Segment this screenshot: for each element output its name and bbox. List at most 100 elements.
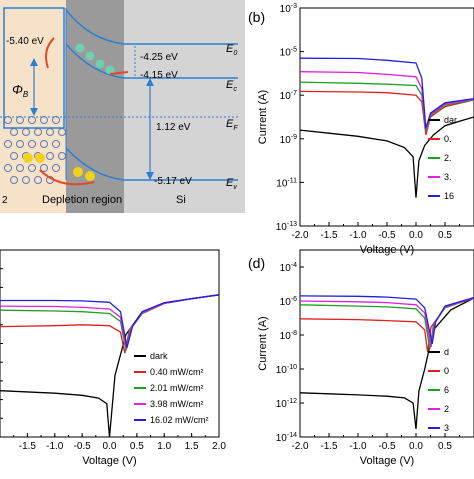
legend-entry: 6	[444, 385, 449, 395]
y-axis-label: Current (A)	[257, 90, 269, 144]
legend: dar 0. 2. 3. 16	[428, 115, 457, 201]
x-tick-label: 1.5	[185, 441, 199, 452]
electron-arrow	[109, 71, 129, 75]
ev-bend	[65, 147, 125, 181]
hole-arrow	[39, 169, 95, 186]
legend-entry: dark	[150, 351, 168, 361]
gap-label: 1.12 eV	[156, 122, 191, 133]
x-tick-label: 0.5	[438, 230, 452, 241]
x-tick-label: -0.5	[378, 441, 396, 452]
series-line	[300, 71, 474, 131]
series-line	[0, 294, 219, 348]
x-tick-label: -0.5	[74, 441, 92, 452]
y-tick-label: 10-12	[276, 398, 297, 410]
ec-bend	[65, 43, 125, 79]
legend-entry: d	[444, 347, 449, 357]
left-cut-label: 2	[2, 195, 8, 206]
phi-b-arrow-head-down	[30, 108, 38, 116]
phi-b-arrow-head-up	[30, 58, 38, 66]
ec-label: Ec	[226, 79, 237, 93]
depletion-label: Depletion region	[42, 194, 122, 206]
y-axis-label: Current (A)	[257, 316, 269, 370]
ev-label: Ev	[226, 177, 237, 191]
e0-bend	[65, 9, 125, 45]
x-tick-label: -1.5	[19, 441, 37, 452]
legend: dark 0.40 mW/cm² 2.01 mW/cm² 3.98 mW/cm² 16.…	[134, 351, 209, 425]
panel-label: (d)	[248, 255, 265, 271]
x-tick-label: 0.5	[438, 441, 452, 452]
e-top-left-label: -5.40 eV	[6, 36, 44, 47]
series-line	[300, 297, 474, 429]
legend-entry: 2.01 mW/cm²	[150, 383, 204, 393]
legend-entry: 2.	[444, 153, 452, 163]
chart-panel-b: -2.0 -1.5 -1.0 -0.5 0.0 0.5 10-13 10-11 10-9 10-7…	[248, 3, 474, 256]
gap-arrow-head-up	[146, 78, 154, 86]
y-tick-label: 10-6	[280, 296, 297, 308]
legend-entry: 0.40 mW/cm²	[150, 367, 204, 377]
y-tick-label: 10-13	[276, 221, 297, 233]
legend-entry: 2	[444, 404, 449, 414]
depletion-region-bg	[66, 0, 124, 213]
legend-entry: 16	[444, 191, 454, 201]
x-tick-label: 0.0	[409, 441, 423, 452]
e0-gap-label: -4.25 eV	[140, 52, 178, 63]
y-tick-label: 10-3	[280, 3, 297, 15]
y-tick-label: 10-14	[276, 432, 297, 444]
ef-label: EF	[226, 118, 238, 132]
series-line	[0, 294, 219, 354]
chart-panel-c: -1.5 -1.0 -0.5 0.0 0.5 1.0 1.5 2.0 Voltage (V) da…	[0, 249, 226, 467]
x-axis-label: Voltage (V)	[82, 455, 136, 467]
x-tick-label: -1.5	[320, 230, 338, 241]
x-tick-label: -2.0	[291, 441, 309, 452]
ec-gap-label: -4.15 eV	[140, 70, 178, 81]
y-tick-label: 10-8	[280, 330, 297, 342]
electrons	[75, 43, 115, 75]
series-group	[300, 295, 474, 429]
si-label: Si	[176, 194, 186, 206]
legend-entry: 16.02 mW/cm²	[150, 415, 209, 425]
e0-label: E0	[226, 43, 237, 57]
metal-box	[3, 7, 65, 129]
legend: d 0 6 2 3	[428, 347, 449, 433]
phi-b-label: ΦB	[12, 82, 29, 99]
x-tick-label: 1.0	[157, 441, 171, 452]
y-tick-label: 10-10	[276, 364, 297, 376]
x-tick-label: -0.5	[378, 230, 396, 241]
legend-entry: 0.	[444, 134, 452, 144]
series-group	[300, 57, 474, 198]
x-tick-label: -1.0	[349, 230, 367, 241]
legend-entry: 0	[444, 366, 449, 376]
y-tick-label: 10-4	[280, 262, 297, 274]
x-tick-label: 0.0	[409, 230, 423, 241]
x-tick-label: -1.5	[320, 441, 338, 452]
series-line	[300, 57, 474, 129]
ev-gap-label: -5.17 eV	[154, 176, 192, 187]
series-line	[300, 90, 474, 136]
holes	[23, 153, 95, 181]
x-tick-label: -1.0	[46, 441, 64, 452]
y-tick-label: 10-11	[276, 177, 297, 189]
series-line	[0, 294, 219, 352]
x-tick-label: 0.5	[130, 441, 144, 452]
x-tick-label: -2.0	[291, 230, 309, 241]
silicon-region	[124, 0, 245, 213]
chart-panel-d: -2.0 -1.5 -1.0 -0.5 0.0 0.5 10-14 10-12 10-10 10-…	[248, 249, 474, 467]
series-line	[300, 116, 474, 198]
legend-entry: 3.98 mW/cm²	[150, 399, 204, 409]
panel-label: (b)	[248, 9, 265, 25]
y-tick-label: 10-9	[280, 134, 297, 146]
emission-arrow	[45, 37, 55, 69]
y-tick-label: 10-5	[280, 47, 297, 59]
y-tick-label: 10-7	[280, 90, 297, 102]
band-diagram: ΦB -5.40 eV -4.25 eV -4.15 eV 1.12 eV -5…	[0, 0, 245, 213]
series-group	[0, 294, 219, 437]
x-axis-label: Voltage (V)	[360, 455, 414, 467]
legend-entry: dar	[444, 115, 457, 125]
x-tick-label: -1.0	[349, 441, 367, 452]
legend-entry: 3	[444, 423, 449, 433]
x-tick-label: 0.0	[103, 441, 117, 452]
gap-arrow-head-down	[146, 172, 154, 180]
series-line	[300, 295, 474, 345]
legend-entry: 3.	[444, 172, 452, 182]
